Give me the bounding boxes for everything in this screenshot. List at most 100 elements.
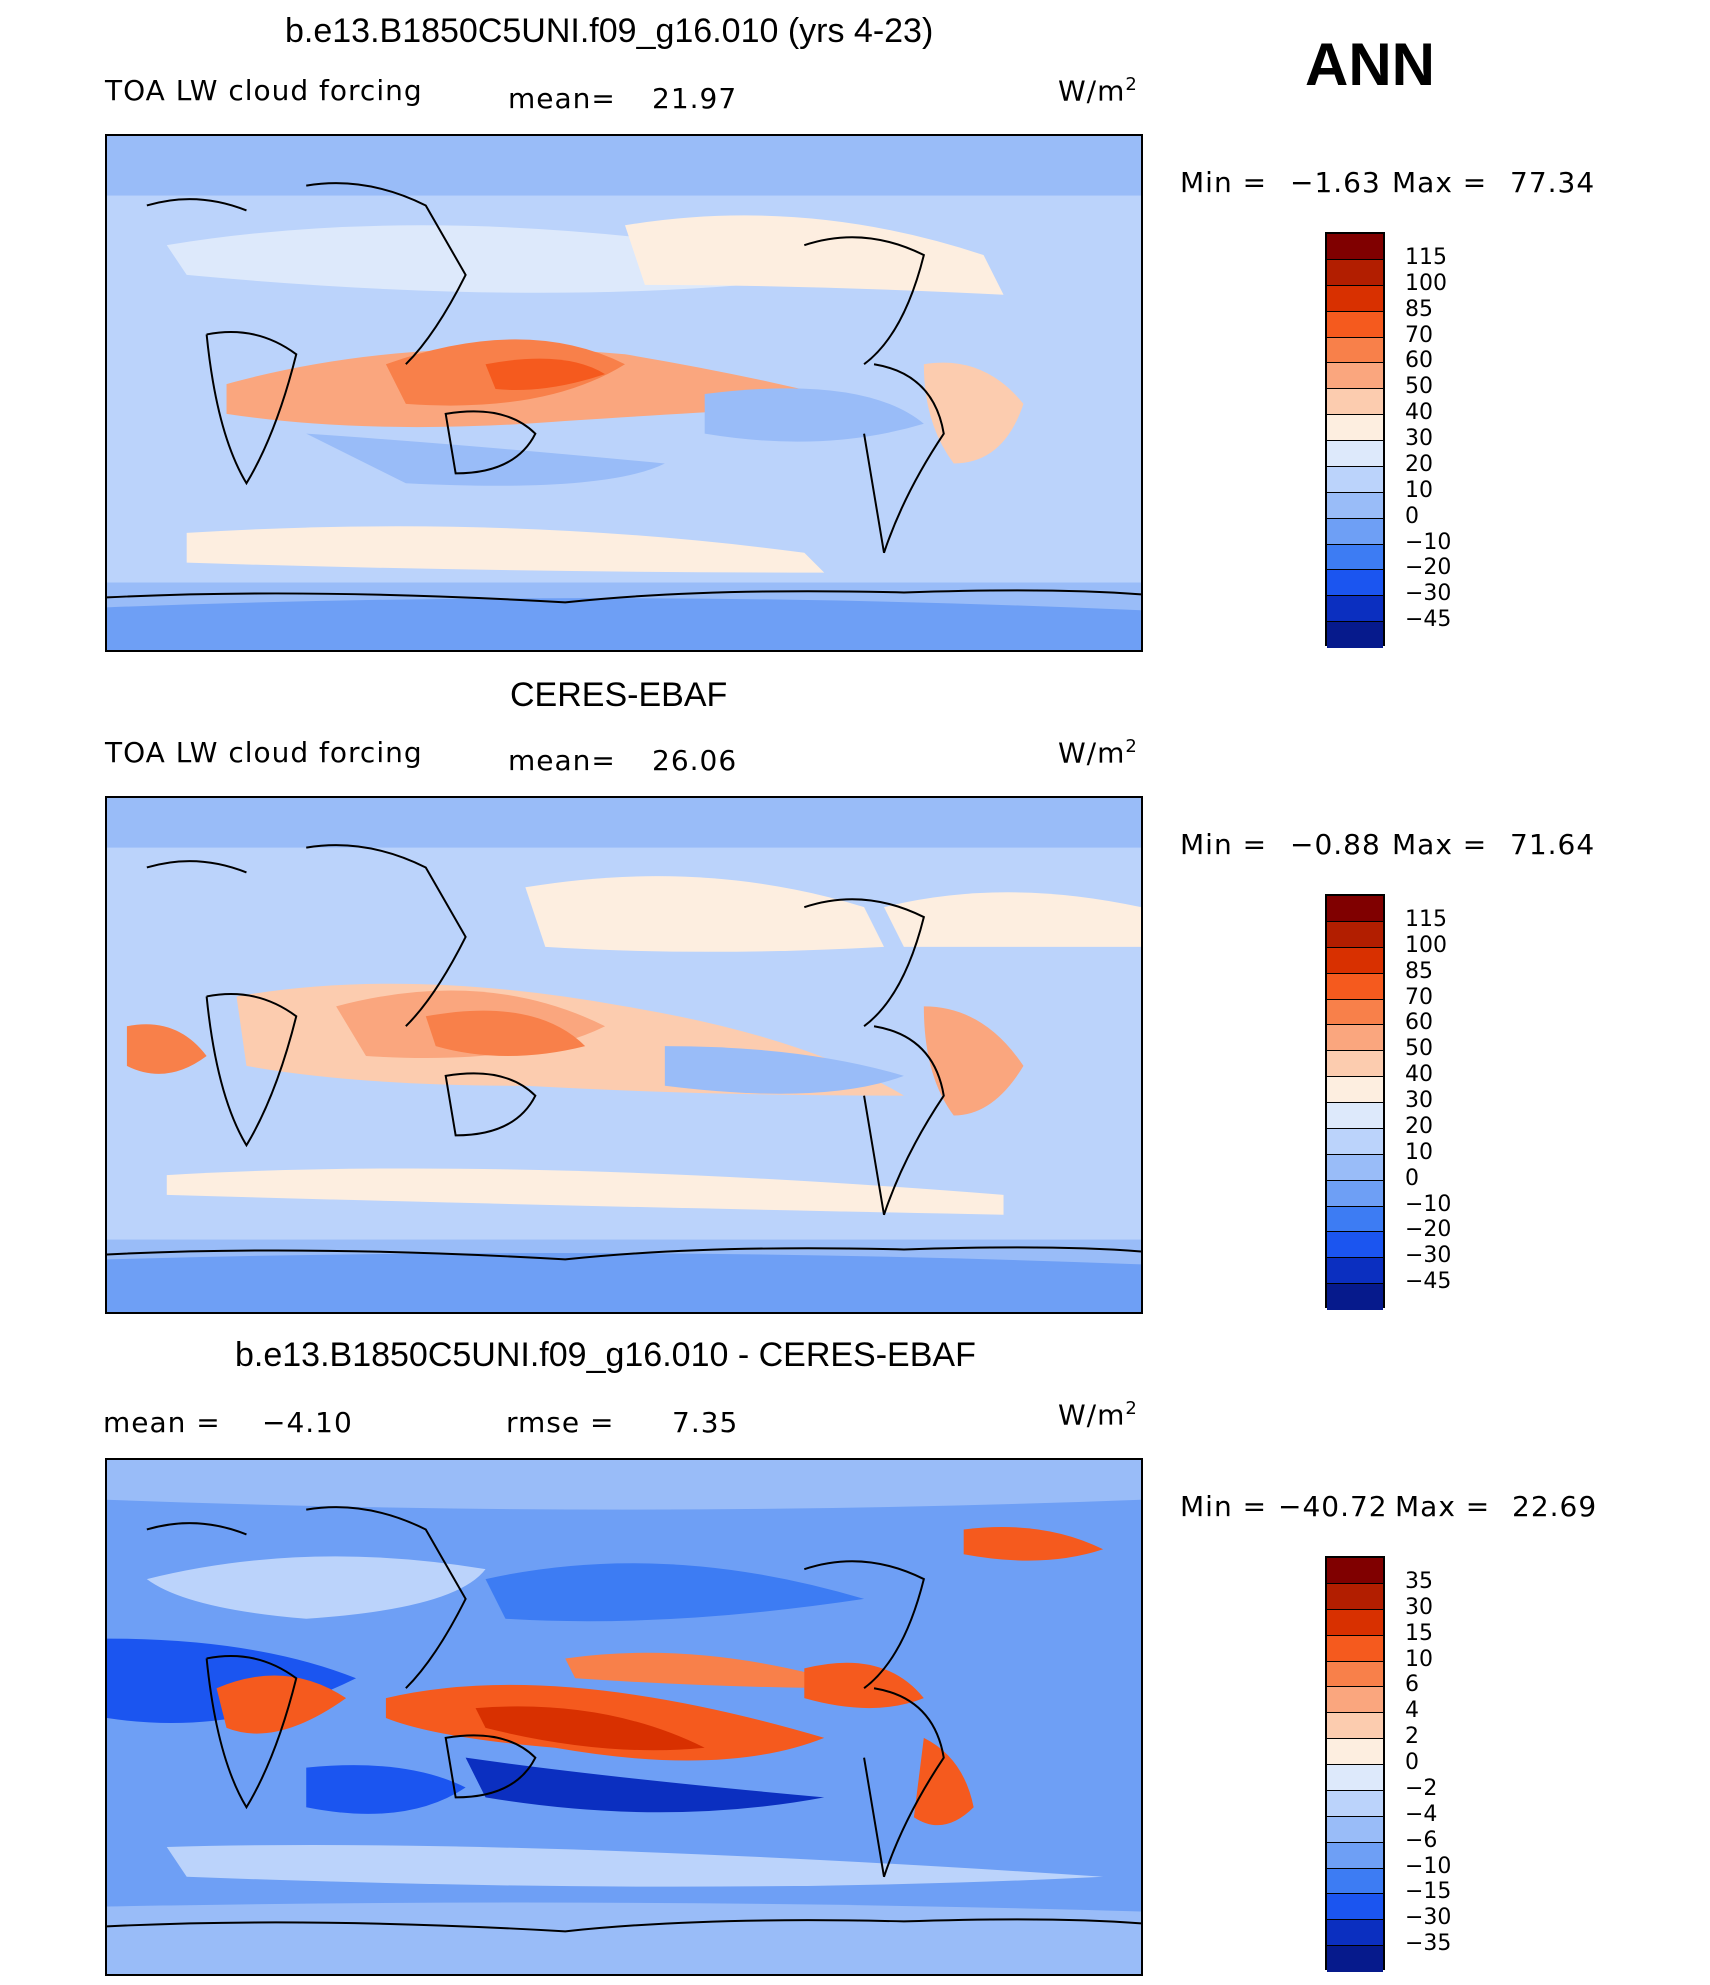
panel3-units: W/m2	[1058, 1398, 1138, 1432]
panel1-mean-label: mean=	[508, 82, 616, 115]
colorbar-cell	[1327, 518, 1383, 545]
colorbar-cell	[1327, 1635, 1383, 1662]
panel1-colorbar	[1325, 232, 1385, 648]
panel1-max-label: Max =	[1392, 166, 1488, 199]
colorbar-cell	[1327, 1609, 1383, 1636]
colorbar-tick-label: 70	[1405, 984, 1433, 1010]
colorbar-tick-label: −45	[1405, 607, 1452, 633]
colorbar-cell	[1327, 363, 1383, 390]
colorbar-cell	[1327, 947, 1383, 974]
panel2-map	[105, 796, 1143, 1314]
colorbar-cell	[1327, 1946, 1383, 1972]
colorbar-cell	[1327, 570, 1383, 597]
panel2-units: W/m2	[1058, 736, 1138, 770]
panel1-variable-label: TOA LW cloud forcing	[105, 74, 423, 107]
colorbar-cell	[1327, 234, 1383, 260]
panel1-min-label: Min =	[1180, 166, 1268, 199]
colorbar-tick-label: 60	[1405, 1010, 1433, 1036]
colorbar-cell	[1327, 1894, 1383, 1921]
colorbar-tick-label: −10	[1405, 529, 1452, 555]
colorbar-tick-label: 100	[1405, 932, 1447, 958]
colorbar-tick-label: 85	[1405, 296, 1433, 322]
colorbar-cell	[1327, 1687, 1383, 1714]
panel3-rmse-value: 7.35	[672, 1406, 739, 1439]
panel1-map-svg	[107, 136, 1141, 650]
colorbar-tick-label: 15	[1405, 1620, 1433, 1646]
panel2-mean-label: mean=	[508, 744, 616, 777]
colorbar-cell	[1327, 622, 1383, 648]
panel2-min-value: −0.88	[1290, 828, 1381, 861]
colorbar-cell	[1327, 1284, 1383, 1310]
colorbar-cell	[1327, 337, 1383, 364]
panel1-map	[105, 134, 1143, 652]
colorbar-cell	[1327, 544, 1383, 571]
colorbar-tick-label: −4	[1405, 1801, 1438, 1827]
panel1-max-value: 77.34	[1510, 166, 1596, 199]
colorbar-cell	[1327, 415, 1383, 441]
colorbar-tick-label: 20	[1405, 451, 1433, 477]
colorbar-tick-label: −30	[1405, 1243, 1452, 1269]
colorbar-cell	[1327, 1258, 1383, 1285]
colorbar-cell	[1327, 259, 1383, 286]
colorbar-tick-label: 0	[1405, 1165, 1419, 1191]
colorbar-tick-label: −30	[1405, 581, 1452, 607]
panel2-colorbar	[1325, 894, 1385, 1310]
colorbar-cell	[1327, 1154, 1383, 1181]
colorbar-cell	[1327, 1739, 1383, 1765]
colorbar-cell	[1327, 1713, 1383, 1740]
colorbar-tick-label: 30	[1405, 426, 1433, 451]
colorbar-tick-label: −20	[1405, 555, 1452, 581]
colorbar-tick-label: 30	[1405, 1088, 1433, 1113]
colorbar-tick-label: 0	[1405, 503, 1419, 529]
colorbar-cell	[1327, 921, 1383, 948]
panel3-min-label: Min =	[1180, 1490, 1268, 1523]
panel1-title: b.e13.B1850C5UNI.f09_g16.010 (yrs 4-23)	[285, 12, 934, 50]
colorbar-tick-label: 50	[1405, 1036, 1433, 1062]
panel3-mean-value: −4.10	[262, 1406, 353, 1439]
colorbar-tick-label: 60	[1405, 348, 1433, 374]
colorbar-tick-label: 85	[1405, 958, 1433, 984]
colorbar-tick-label: 6	[1405, 1672, 1419, 1698]
panel2-map-svg	[107, 798, 1141, 1312]
panel2-title: CERES-EBAF	[510, 676, 728, 714]
colorbar-cell	[1327, 973, 1383, 1000]
colorbar-cell	[1327, 1868, 1383, 1895]
panel3-mean-label: mean =	[103, 1406, 221, 1439]
colorbar-tick-label: −2	[1405, 1775, 1438, 1801]
colorbar-tick-label: 50	[1405, 374, 1433, 400]
panel3-rmse-label: rmse =	[506, 1406, 615, 1439]
panel1-min-value: −1.63	[1290, 166, 1381, 199]
colorbar-tick-label: 35	[1405, 1568, 1433, 1594]
panel3-map	[105, 1458, 1143, 1976]
colorbar-cell	[1327, 896, 1383, 922]
colorbar-cell	[1327, 1661, 1383, 1688]
panel2-min-label: Min =	[1180, 828, 1268, 861]
colorbar-tick-label: 10	[1405, 1646, 1433, 1672]
colorbar-cell	[1327, 1025, 1383, 1052]
colorbar-tick-label: 40	[1405, 1062, 1433, 1088]
season-label: ANN	[1305, 31, 1435, 98]
colorbar-tick-label: 30	[1405, 1594, 1433, 1620]
colorbar-tick-label: 20	[1405, 1113, 1433, 1139]
colorbar-tick-label: 70	[1405, 322, 1433, 348]
colorbar-tick-label: −10	[1405, 1191, 1452, 1217]
panel3-min-value: −40.72	[1278, 1490, 1388, 1523]
colorbar-cell	[1327, 389, 1383, 416]
colorbar-cell	[1327, 596, 1383, 623]
colorbar-tick-label: 2	[1405, 1724, 1419, 1750]
colorbar-cell	[1327, 1232, 1383, 1259]
colorbar-tick-label: 0	[1405, 1750, 1419, 1775]
panel3-colorbar	[1325, 1556, 1385, 1972]
colorbar-cell	[1327, 1583, 1383, 1610]
colorbar-cell	[1327, 1790, 1383, 1817]
colorbar-tick-label: −20	[1405, 1217, 1452, 1243]
colorbar-tick-label: −45	[1405, 1269, 1452, 1295]
colorbar-tick-label: −15	[1405, 1879, 1452, 1905]
colorbar-cell	[1327, 1765, 1383, 1791]
colorbar-cell	[1327, 1920, 1383, 1947]
colorbar-tick-label: 4	[1405, 1698, 1419, 1724]
panel3-title: b.e13.B1850C5UNI.f09_g16.010 - CERES-EBA…	[235, 1336, 976, 1374]
colorbar-tick-label: 115	[1405, 906, 1447, 932]
panel1-units: W/m2	[1058, 74, 1138, 108]
colorbar-tick-label: −35	[1405, 1931, 1452, 1957]
